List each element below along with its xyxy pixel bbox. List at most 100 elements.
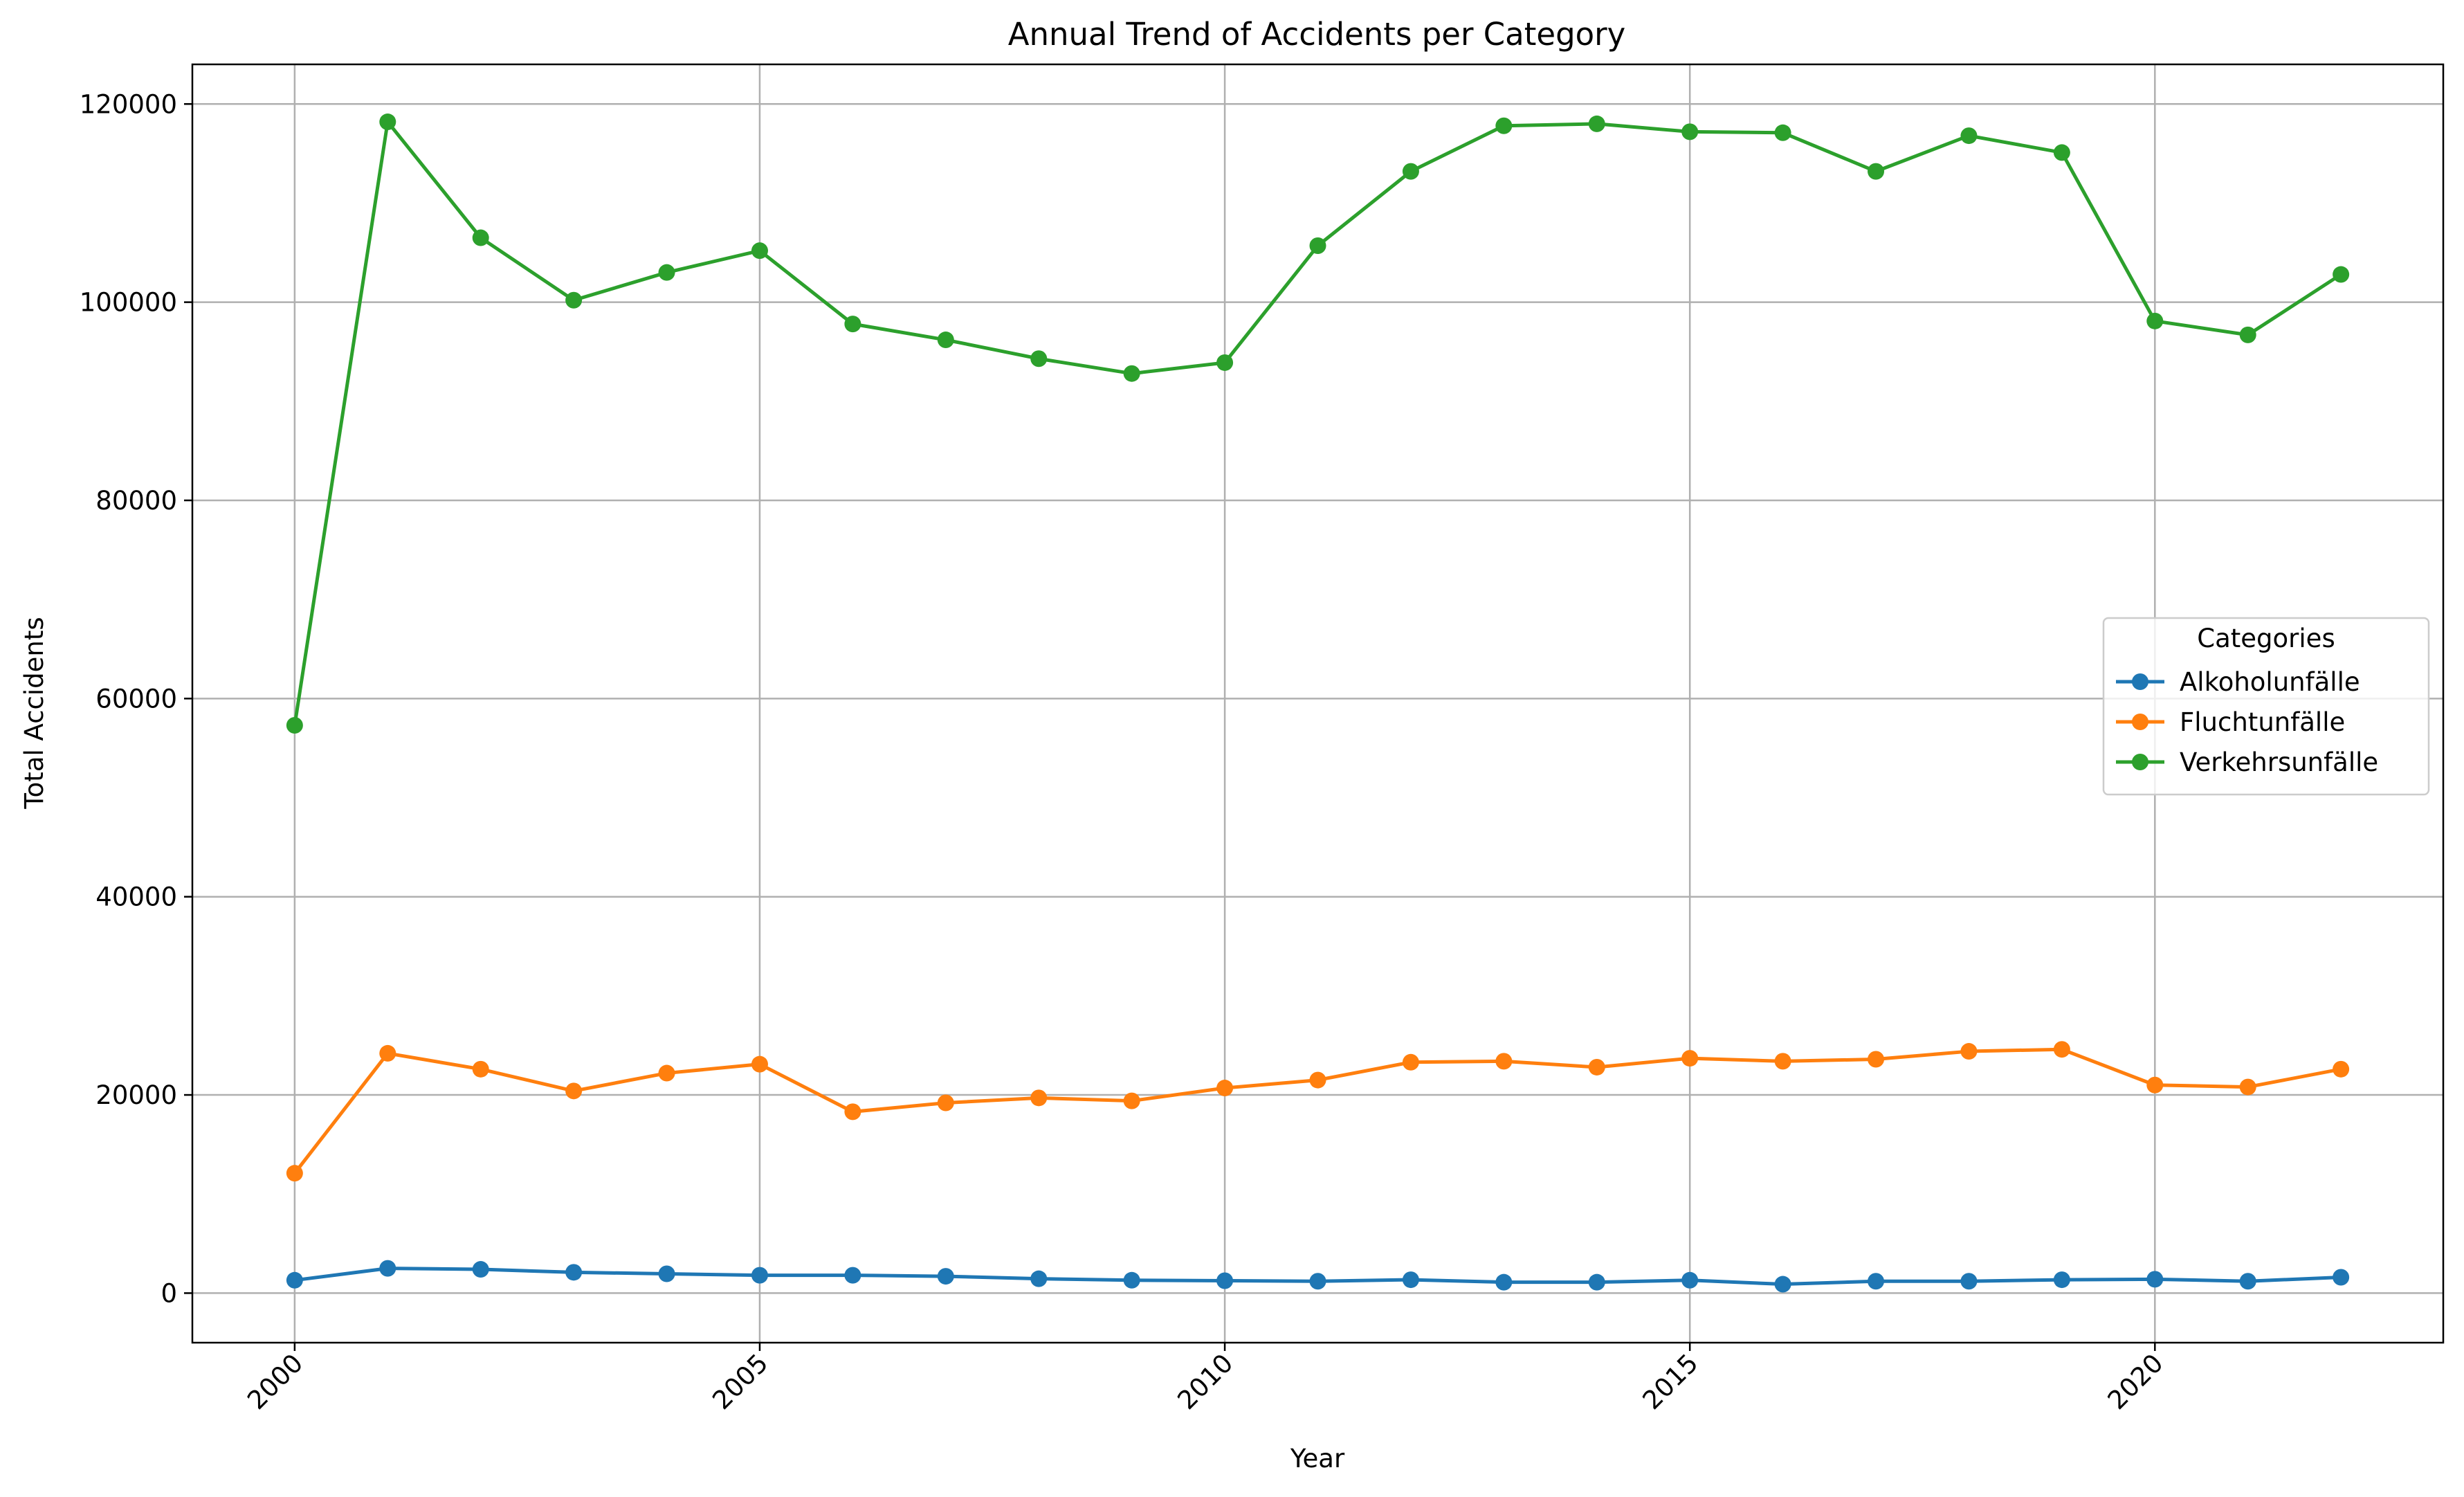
y-axis-label: Total Accidents (19, 617, 49, 809)
y-tick-label: 100000 (80, 288, 177, 318)
data-point (1216, 354, 1234, 371)
data-point (937, 1268, 954, 1285)
x-axis-label: Year (1290, 1444, 1345, 1473)
data-point (1123, 1271, 1140, 1289)
data-point (1868, 1273, 1885, 1290)
data-point (1402, 1271, 1419, 1289)
ticks: 2000 2005 2010 2015 2020 0 20000 40000 60000 8000… (80, 89, 2169, 1415)
data-point (751, 1267, 768, 1284)
data-point (1681, 1271, 1699, 1289)
data-point (1774, 124, 1791, 141)
legend-marker (2132, 714, 2148, 730)
data-point (844, 1267, 861, 1284)
data-point (1402, 163, 1419, 180)
data-point (472, 1060, 489, 1078)
data-point (2146, 1076, 2164, 1094)
x-tick-label: 2020 (2102, 1348, 2169, 1415)
chart-title: Annual Trend of Accidents per Category (1008, 16, 1626, 53)
data-point (2333, 266, 2350, 283)
data-point (472, 1261, 489, 1278)
data-point (1588, 1273, 1605, 1291)
data-point (1030, 1089, 1048, 1107)
data-point (1030, 350, 1048, 368)
series-layer (286, 114, 2350, 1293)
data-point (658, 264, 675, 281)
y-tick-label: 20000 (95, 1080, 177, 1110)
data-point (1588, 115, 1605, 132)
legend-label: Fluchtunfälle (2180, 707, 2345, 737)
data-point (1681, 1050, 1699, 1067)
x-tick-label: 2000 (241, 1348, 309, 1415)
data-point (286, 1165, 303, 1182)
legend-label: Alkoholunfälle (2180, 667, 2360, 697)
data-point (1868, 1051, 1885, 1068)
data-point (937, 332, 954, 349)
data-point (379, 1044, 396, 1062)
x-tick-label: 2010 (1171, 1348, 1239, 1415)
data-point (2053, 1271, 2070, 1289)
data-point (1868, 163, 1885, 180)
data-point (1123, 1092, 1140, 1109)
y-tick-label: 80000 (95, 486, 177, 516)
data-point (1495, 1273, 1513, 1291)
series-line (293, 120, 2342, 726)
data-point (1774, 1053, 1791, 1070)
data-point (286, 716, 303, 734)
data-point (1030, 1270, 1048, 1287)
data-point (1774, 1276, 1791, 1293)
data-point (1216, 1080, 1234, 1097)
data-point (2053, 144, 2070, 161)
y-tick-label: 120000 (80, 89, 177, 119)
data-point (1309, 237, 1326, 255)
data-point (2239, 1273, 2256, 1290)
x-tick-label: 2005 (706, 1348, 774, 1415)
data-point (751, 242, 768, 260)
x-tick-label: 2015 (1637, 1348, 1704, 1415)
plot-frame (191, 63, 2445, 1344)
series-line (293, 1047, 2342, 1174)
data-point (1309, 1273, 1326, 1290)
data-point (2146, 1271, 2164, 1288)
legend-box (2102, 617, 2430, 796)
data-point (1495, 1053, 1513, 1070)
data-point (1960, 1043, 1978, 1060)
data-point (379, 1260, 396, 1277)
data-point (379, 114, 396, 131)
data-point (565, 291, 583, 309)
data-point (1588, 1058, 1605, 1076)
data-point (1681, 123, 1699, 140)
data-point (844, 316, 861, 333)
data-point (658, 1265, 675, 1282)
legend-marker (2132, 673, 2148, 690)
data-point (1960, 127, 1978, 145)
data-point (751, 1055, 768, 1073)
data-point (1402, 1053, 1419, 1071)
data-point (565, 1082, 583, 1100)
data-point (844, 1103, 861, 1121)
data-point (2333, 1060, 2350, 1078)
legend-marker (2132, 754, 2148, 770)
y-tick-label: 60000 (95, 684, 177, 714)
data-point (2239, 1078, 2256, 1096)
legend-label: Verkehrsunfälle (2180, 747, 2378, 777)
data-point (1123, 365, 1140, 382)
data-point (1495, 117, 1513, 134)
data-point (472, 229, 489, 246)
series-Alkoholunfälle (286, 1260, 2350, 1293)
legend: Categories Alkoholunfälle Fluchtunfälle Ve… (2102, 617, 2430, 796)
series-Verkehrsunfälle (286, 114, 2350, 734)
legend-title: Categories (2197, 624, 2335, 653)
data-point (937, 1094, 954, 1112)
data-point (286, 1271, 303, 1289)
data-point (1309, 1071, 1326, 1089)
data-point (2239, 326, 2256, 343)
data-point (658, 1064, 675, 1082)
y-tick-label: 40000 (95, 882, 177, 912)
data-point (1216, 1272, 1234, 1289)
data-point (2333, 1269, 2350, 1286)
data-point (1960, 1273, 1978, 1290)
data-point (2053, 1041, 2070, 1058)
data-point (2146, 312, 2164, 329)
data-point (565, 1264, 583, 1281)
